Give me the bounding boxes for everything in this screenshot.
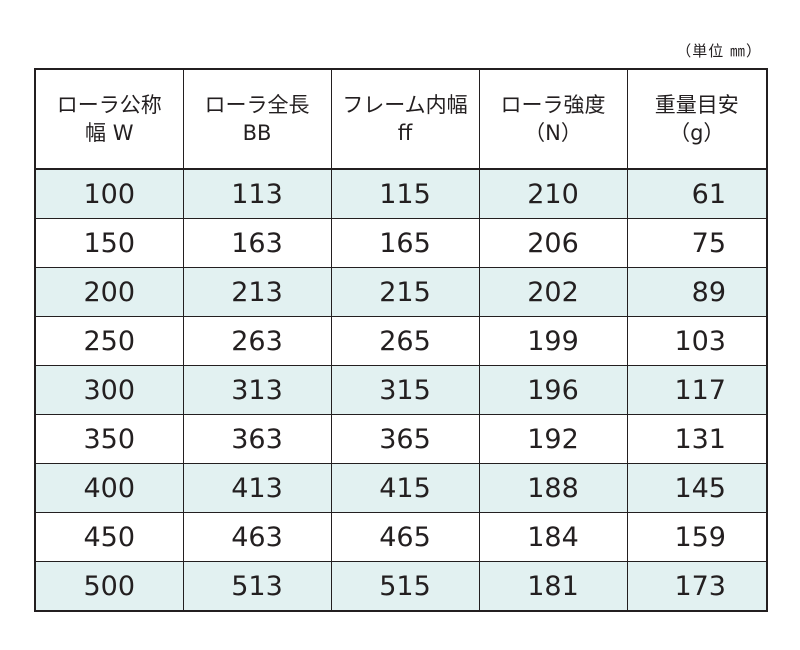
table-body: 100 113 115 210 61 150 163 165 206 75 20…	[34, 169, 768, 611]
cell-nominal-width: 400	[34, 463, 184, 513]
cell-weight: 117	[626, 365, 768, 415]
cell-roller-strength: 181	[478, 561, 628, 611]
table-header: ローラ公称 幅 W ローラ全長 BB フレーム内幅 ff ローラ強度 （N） 重…	[34, 69, 768, 170]
cell-roller-strength: 196	[478, 365, 628, 415]
cell-nominal-width: 450	[34, 512, 184, 562]
header-sublabel: （N）	[524, 121, 582, 145]
cell-frame-inner-width: 315	[330, 365, 480, 415]
cell-nominal-width: 500	[34, 561, 184, 611]
header-weight: 重量目安 （g）	[626, 69, 768, 170]
cell-overall-length: 113	[182, 169, 332, 219]
table-row: 150 163 165 206 75	[34, 218, 768, 268]
table-row: 500 513 515 181 173	[34, 561, 768, 611]
header-label: フレーム内幅	[342, 93, 468, 117]
cell-nominal-width: 350	[34, 414, 184, 464]
cell-frame-inner-width: 365	[330, 414, 480, 464]
cell-weight: 145	[626, 463, 768, 513]
cell-frame-inner-width: 415	[330, 463, 480, 513]
cell-weight: 61	[626, 169, 768, 219]
cell-nominal-width: 100	[34, 169, 184, 219]
cell-frame-inner-width: 115	[330, 169, 480, 219]
cell-roller-strength: 184	[478, 512, 628, 562]
cell-nominal-width: 200	[34, 267, 184, 317]
header-label: ローラ強度	[500, 93, 606, 117]
cell-nominal-width: 150	[34, 218, 184, 268]
cell-frame-inner-width: 265	[330, 316, 480, 366]
header-row: ローラ公称 幅 W ローラ全長 BB フレーム内幅 ff ローラ強度 （N） 重…	[34, 69, 768, 170]
cell-nominal-width: 250	[34, 316, 184, 366]
cell-roller-strength: 206	[478, 218, 628, 268]
unit-note: （単位 ㎜）	[676, 42, 762, 60]
header-sublabel: 幅 W	[85, 121, 134, 145]
cell-frame-inner-width: 465	[330, 512, 480, 562]
table-row: 350 363 365 192 131	[34, 414, 768, 464]
cell-frame-inner-width: 215	[330, 267, 480, 317]
cell-weight: 75	[626, 218, 768, 268]
header-label: 重量目安	[654, 93, 739, 117]
cell-roller-strength: 202	[478, 267, 628, 317]
cell-overall-length: 513	[182, 561, 332, 611]
cell-overall-length: 463	[182, 512, 332, 562]
cell-overall-length: 413	[182, 463, 332, 513]
header-overall-length: ローラ全長 BB	[182, 69, 332, 170]
header-nominal-width: ローラ公称 幅 W	[34, 69, 184, 170]
cell-roller-strength: 210	[478, 169, 628, 219]
cell-overall-length: 213	[182, 267, 332, 317]
header-label: ローラ全長	[204, 93, 310, 117]
roller-spec-table: ローラ公称 幅 W ローラ全長 BB フレーム内幅 ff ローラ強度 （N） 重…	[34, 68, 768, 612]
header-sublabel: （g）	[669, 121, 725, 145]
cell-weight: 103	[626, 316, 768, 366]
table-row: 200 213 215 202 89	[34, 267, 768, 317]
cell-frame-inner-width: 165	[330, 218, 480, 268]
table-row: 300 313 315 196 117	[34, 365, 768, 415]
table-row: 450 463 465 184 159	[34, 512, 768, 562]
cell-frame-inner-width: 515	[330, 561, 480, 611]
header-frame-inner-width: フレーム内幅 ff	[330, 69, 480, 170]
table-row: 400 413 415 188 145	[34, 463, 768, 513]
table-row: 100 113 115 210 61	[34, 169, 768, 219]
cell-weight: 173	[626, 561, 768, 611]
table-row: 250 263 265 199 103	[34, 316, 768, 366]
header-sublabel: BB	[242, 121, 272, 145]
cell-roller-strength: 199	[478, 316, 628, 366]
cell-weight: 89	[626, 267, 768, 317]
cell-roller-strength: 188	[478, 463, 628, 513]
cell-overall-length: 363	[182, 414, 332, 464]
cell-overall-length: 263	[182, 316, 332, 366]
cell-nominal-width: 300	[34, 365, 184, 415]
cell-weight: 131	[626, 414, 768, 464]
cell-overall-length: 313	[182, 365, 332, 415]
cell-roller-strength: 192	[478, 414, 628, 464]
cell-overall-length: 163	[182, 218, 332, 268]
header-roller-strength: ローラ強度 （N）	[478, 69, 628, 170]
cell-weight: 159	[626, 512, 768, 562]
header-label: ローラ公称	[56, 93, 162, 117]
header-sublabel: ff	[397, 121, 413, 145]
